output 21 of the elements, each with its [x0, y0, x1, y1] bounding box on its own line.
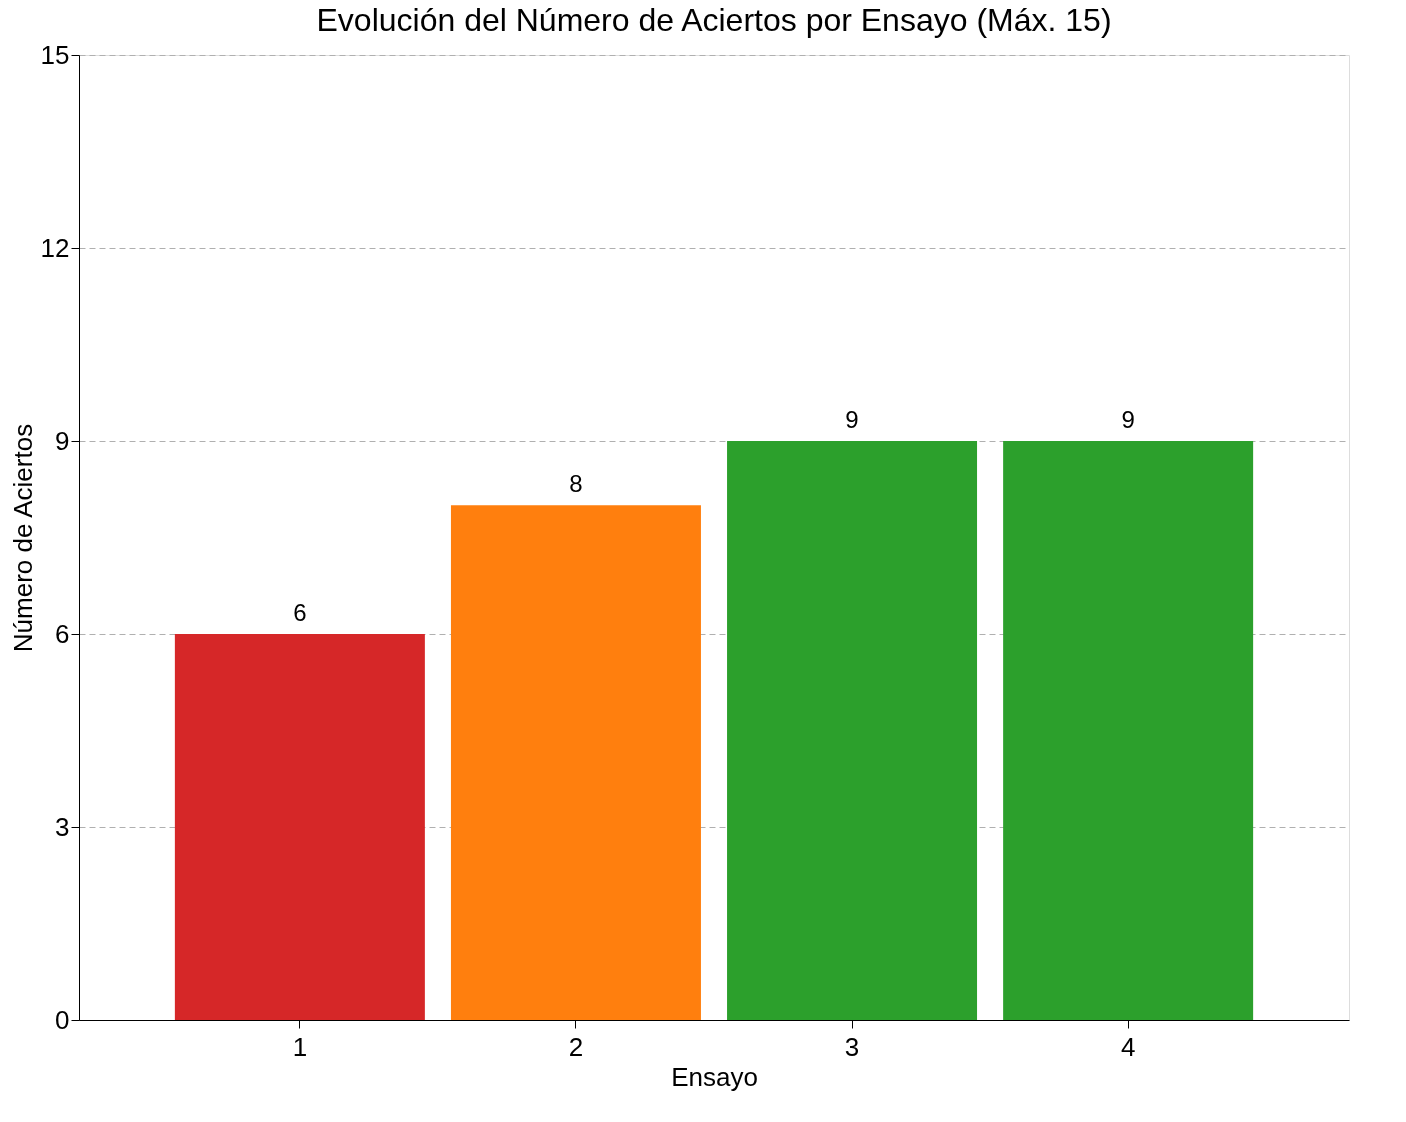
- y-axis-title: Número de Aciertos: [7, 423, 38, 653]
- y-tick-label: 12: [40, 232, 70, 263]
- bar: [1003, 441, 1254, 1020]
- bar: [174, 634, 425, 1020]
- x-tick-label: 2: [568, 1031, 584, 1062]
- x-axis-title: Ensayo: [671, 1061, 758, 1092]
- x-tick-label: 1: [292, 1031, 308, 1062]
- data-label: 9: [1121, 406, 1135, 433]
- bar: [727, 441, 978, 1020]
- y-tick-label: 3: [55, 811, 70, 842]
- bar: [450, 505, 701, 1020]
- data-label: 8: [569, 470, 583, 498]
- x-tick-label: 4: [1120, 1031, 1136, 1062]
- chart-title: Evolución del Número de Aciertos por Ensayo (Máx. 15): [316, 2, 1112, 38]
- y-tick-label: 15: [40, 39, 70, 70]
- x-tick-label: 3: [844, 1031, 860, 1062]
- data-label: 9: [845, 406, 859, 433]
- y-tick-label: 0: [55, 1004, 70, 1035]
- data-label: 6: [293, 599, 307, 626]
- y-tick-label: 9: [55, 425, 70, 456]
- y-tick-label: 6: [55, 618, 70, 649]
